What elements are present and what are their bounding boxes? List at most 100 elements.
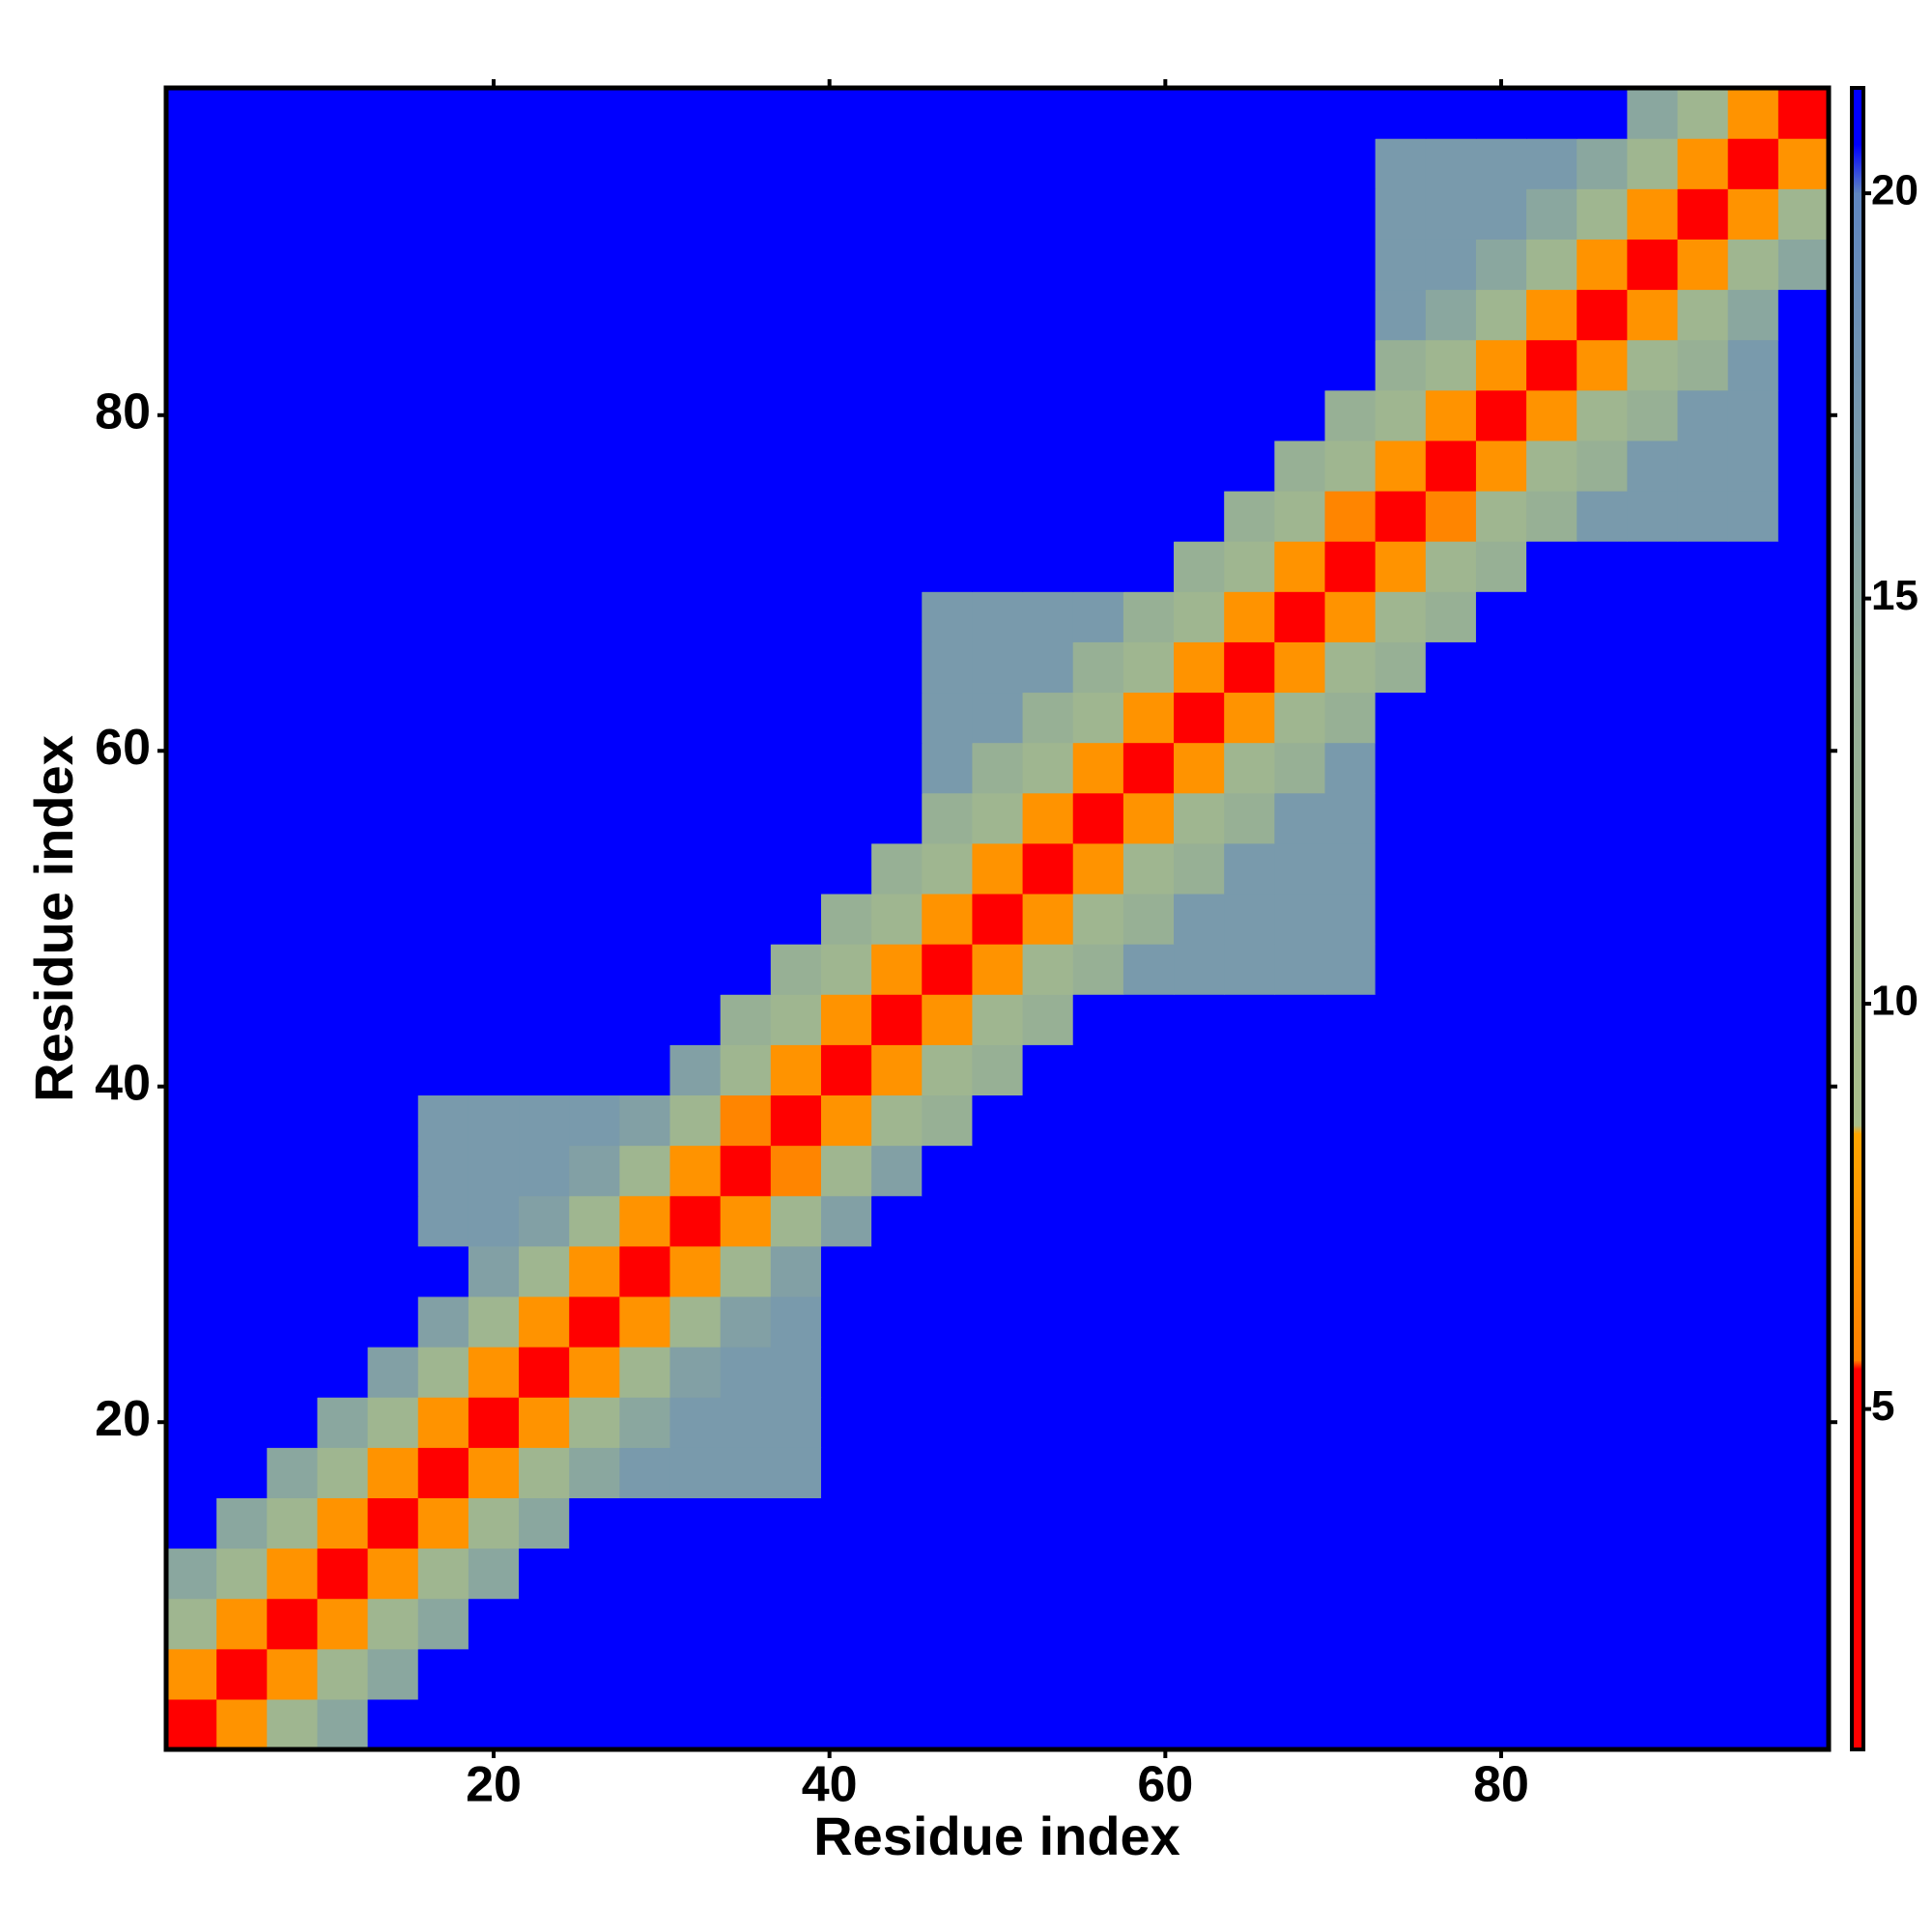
- heatmap-cell: [317, 88, 369, 139]
- heatmap-cell: [922, 541, 974, 592]
- heatmap-cell: [922, 138, 974, 189]
- heatmap-cell: [720, 591, 772, 642]
- heatmap-cell: [720, 239, 772, 291]
- heatmap-cell: [1224, 692, 1275, 744]
- heatmap-cell: [1274, 591, 1326, 642]
- heatmap-cell: [1425, 1648, 1477, 1700]
- heatmap-cell: [1375, 1598, 1427, 1650]
- heatmap-cell: [1526, 1497, 1577, 1549]
- heatmap-cell: [1577, 389, 1628, 441]
- heatmap-cell: [1475, 188, 1527, 240]
- heatmap-cell: [1122, 1145, 1175, 1197]
- heatmap-cell: [669, 1347, 722, 1398]
- heatmap-cell: [166, 641, 217, 694]
- heatmap-cell: [1727, 188, 1779, 240]
- heatmap-cell: [922, 1447, 974, 1498]
- heatmap-cell: [972, 1598, 1024, 1650]
- heatmap-cell: [1375, 1347, 1427, 1398]
- heatmap-cell: [619, 742, 671, 794]
- heatmap-cell: [267, 842, 319, 895]
- heatmap-cell: [1526, 138, 1577, 189]
- heatmap-cell: [1274, 88, 1326, 139]
- heatmap-cell: [720, 641, 772, 694]
- heatmap-cell: [1274, 1347, 1326, 1398]
- heatmap-cell: [569, 239, 620, 291]
- heatmap-cell: [922, 1245, 974, 1297]
- heatmap-cell: [417, 1698, 469, 1750]
- heatmap-cell: [1375, 88, 1427, 139]
- heatmap-cell: [1526, 339, 1577, 391]
- heatmap-cell: [569, 541, 620, 592]
- heatmap-cell: [1072, 591, 1124, 642]
- heatmap-cell: [669, 1698, 722, 1750]
- heatmap-cell: [1375, 440, 1427, 492]
- heatmap-cell: [871, 138, 923, 189]
- heatmap-cell: [1577, 742, 1628, 794]
- heatmap-cell: [1274, 893, 1326, 945]
- heatmap-cell: [1072, 1698, 1124, 1750]
- heatmap-cell: [569, 994, 620, 1045]
- heatmap-cell: [1072, 239, 1124, 291]
- heatmap-cell: [1777, 742, 1830, 794]
- heatmap-cell: [1677, 1698, 1729, 1750]
- heatmap-cell: [972, 1397, 1024, 1448]
- colorbar-segment: [1852, 193, 1863, 680]
- heatmap-cell: [1627, 1195, 1679, 1247]
- heatmap-cell: [1577, 692, 1628, 744]
- heatmap-cell: [1627, 88, 1679, 139]
- heatmap-cell: [720, 1648, 772, 1700]
- heatmap-cell: [519, 591, 570, 642]
- heatmap-cell: [770, 1397, 822, 1448]
- heatmap-cell: [1627, 289, 1679, 341]
- heatmap-cell: [770, 1698, 822, 1750]
- heatmap-cell: [720, 1195, 772, 1247]
- heatmap-cell: [1224, 1497, 1275, 1549]
- heatmap-cell: [267, 389, 319, 441]
- heatmap-cell: [619, 1548, 671, 1600]
- heatmap-cell: [519, 1094, 570, 1147]
- heatmap-cell: [1627, 944, 1679, 995]
- heatmap-cell: [367, 88, 419, 139]
- heatmap-cell: [1475, 339, 1527, 391]
- heatmap-cell: [1224, 1548, 1275, 1600]
- heatmap-cell: [166, 692, 217, 744]
- heatmap-cell: [1526, 994, 1577, 1045]
- heatmap-cell: [1475, 792, 1527, 844]
- plot-frame: [163, 85, 1832, 1752]
- heatmap-cell: [619, 692, 671, 744]
- heatmap-cell: [720, 842, 772, 895]
- heatmap-cell: [216, 994, 268, 1045]
- heatmap-cell: [519, 1497, 570, 1549]
- heatmap-cell: [1022, 440, 1074, 492]
- heatmap-cell: [1274, 994, 1326, 1045]
- heatmap-cell: [166, 1598, 217, 1650]
- heatmap-cell: [1324, 641, 1377, 694]
- heatmap-cell: [1677, 1195, 1729, 1247]
- heatmap-cell: [317, 541, 369, 592]
- heatmap-cell: [1627, 389, 1679, 441]
- heatmap-cell: [1526, 591, 1577, 642]
- heatmap-cell: [669, 188, 722, 240]
- heatmap-cell: [1677, 641, 1729, 694]
- heatmap-cell: [417, 944, 469, 995]
- heatmap-cell: [1022, 1648, 1074, 1700]
- heatmap-cell: [1174, 1497, 1225, 1549]
- heatmap-cell: [519, 792, 570, 844]
- heatmap-cell: [1174, 893, 1225, 945]
- heatmap-cell: [1727, 1295, 1779, 1348]
- heatmap-cell: [1475, 1698, 1527, 1750]
- heatmap-cell: [1627, 742, 1679, 794]
- heatmap-cell: [669, 1145, 722, 1197]
- y-axis-title: Residue index: [23, 735, 84, 1102]
- heatmap-cell: [367, 893, 419, 945]
- heatmap-cell: [317, 490, 369, 542]
- heatmap-cell: [519, 641, 570, 694]
- heatmap-cell: [1022, 88, 1074, 139]
- heatmap-cell: [1122, 1347, 1175, 1398]
- heatmap-cell: [1425, 239, 1477, 291]
- heatmap-cell: [770, 239, 822, 291]
- heatmap-cell: [1777, 1295, 1830, 1348]
- heatmap-cell: [1072, 88, 1124, 139]
- heatmap-cell: [267, 692, 319, 744]
- heatmap-cell: [720, 339, 772, 391]
